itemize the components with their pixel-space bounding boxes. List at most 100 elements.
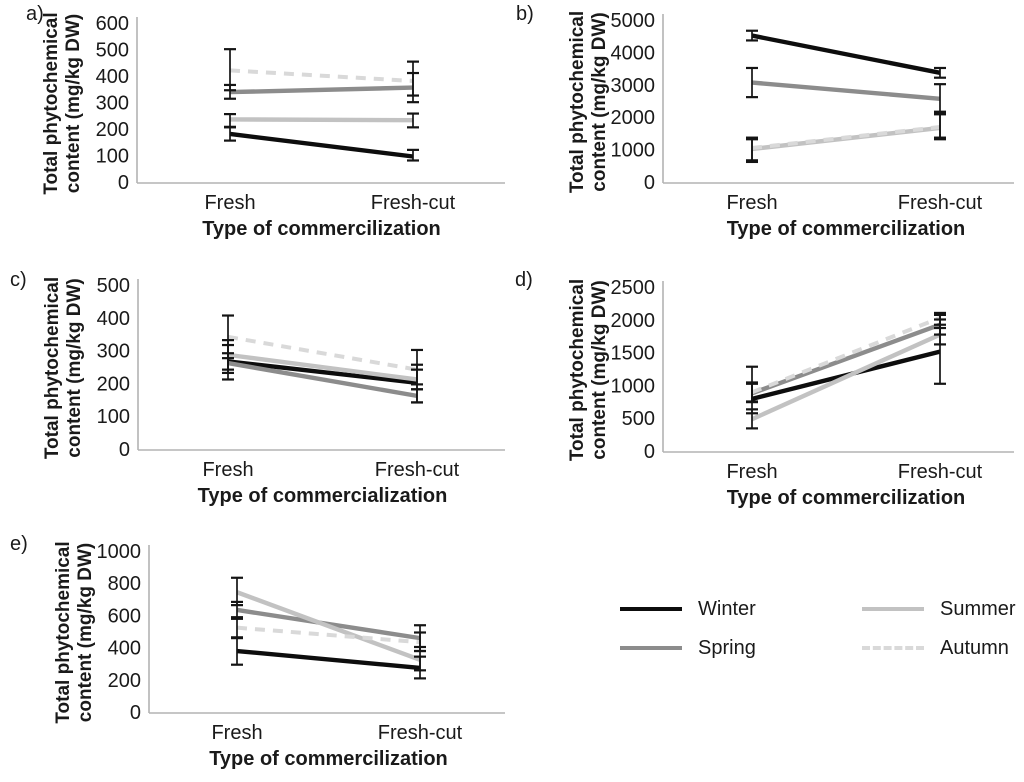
panel-a-plot: 0 100 200 300 400 500 600 Fresh Fresh-cut Type of… [41,12,505,240]
y-tick-label: 3000 [611,75,656,97]
error-bar-summer-fresh [746,408,758,430]
y-tick-label: 500 [622,408,655,430]
panel-e-letter: e) [10,533,28,555]
legend-item-spring: Spring [620,636,756,660]
error-bar-summer-fresh-cut [407,112,419,129]
error-bar-winter-fresh [746,29,758,42]
panel-e: e) 0 200 400 600 800 1000 Fresh Fresh-cut Type o… [0,520,512,782]
y-tick-label: 300 [96,93,129,115]
panel-a-letter: a) [26,3,44,25]
legend-swatch-spring [620,646,682,650]
x-category-label: Fresh-cut [898,461,983,483]
series-line-spring [751,80,941,101]
error-bar-autumn-fresh-cut [411,348,423,386]
y-axis-title-line: Total phytochemical [42,277,63,459]
series-line-spring [751,322,941,396]
x-axis-title: Type of commercialization [198,485,448,507]
y-tick-label: 2000 [611,107,656,129]
series-line-winter [236,648,421,671]
x-category-label: Fresh [726,461,777,483]
y-tick-label: 500 [97,275,130,297]
panel-a: a) 0 100 200 300 400 500 600 Fresh Fresh-cut Type… [0,0,512,258]
x-axis-title: Type of commercilization [727,487,966,509]
series-line-autumn [751,124,941,150]
x-category-label: Fresh-cut [898,192,983,214]
y-tick-label: 600 [108,605,141,627]
legend-label-winter: Winter [698,597,756,620]
y-axis-title-line: Total phytochemical [567,279,588,461]
series-line-winter [227,359,418,385]
series-line-summer [751,332,941,422]
x-category-label: Fresh [204,192,255,214]
legend-item-summer: Summer [862,597,1016,621]
y-tick-label: 200 [96,119,129,141]
series-line-summer [236,590,421,662]
x-axis-title: Type of commercilization [727,218,966,240]
error-bar-winter-fresh-cut [934,66,946,79]
y-tick-label: 1000 [611,375,656,397]
error-bar-summer-fresh [231,576,243,607]
error-bar-autumn-fresh-cut [934,311,946,330]
y-tick-label: 0 [118,172,129,194]
x-axis-title: Type of commercilization [202,218,441,240]
error-bar-autumn-fresh [746,365,758,404]
y-tick-label: 4000 [611,42,656,64]
x-axis-title: Type of commercilization [209,748,448,770]
y-axis-title-line: content (mg/kg DW) [64,278,85,457]
series-line-spring [229,85,414,95]
series-line-autumn [236,625,421,645]
legend-swatch-autumn [862,646,924,650]
error-bar-autumn-fresh-cut [407,60,419,97]
legend-item-winter: Winter [620,597,756,621]
legend-label-autumn: Autumn [940,636,1009,659]
y-tick-label: 100 [96,146,129,168]
y-axis-title-line: content (mg/kg DW) [589,12,610,191]
y-tick-label: 1000 [97,541,142,563]
y-axis-title-line: Total phytochemical [53,541,74,723]
series-line-autumn [751,315,941,395]
series-line-summer [227,352,418,382]
y-tick-label: 0 [644,172,655,194]
panel-b-letter: b) [516,3,534,25]
y-tick-label: 400 [108,638,141,660]
legend: Winter Spring Summer Autumn [512,520,1024,782]
y-axis-title-line: content (mg/kg DW) [75,543,96,722]
error-bar-autumn-fresh [224,48,236,92]
legend-label-summer: Summer [940,597,1016,620]
y-tick-label: 5000 [611,10,656,32]
y-tick-label: 2500 [611,277,656,299]
legend-label-spring: Spring [698,636,756,659]
x-category-label: Fresh [726,192,777,214]
error-bar-autumn-fresh [231,616,243,639]
y-tick-label: 2000 [611,310,656,332]
panel-c-plot: 0 100 200 300 400 500 Fresh Fresh-cut Type of co… [42,275,505,507]
y-tick-label: 200 [97,373,130,395]
y-axis-title-line: Total phytochemical [41,12,62,194]
x-category-label: Fresh-cut [378,722,463,744]
y-tick-label: 200 [108,670,141,692]
x-category-label: Fresh [211,722,262,744]
y-tick-label: 600 [96,13,129,35]
panel-b: b) 0 1000 2000 3000 4000 5000 Fresh Fresh-cut Ty… [512,0,1024,258]
panel-b-plot: 0 1000 2000 3000 4000 5000 Fresh Fresh-cut Type … [567,10,1014,240]
series-line-autumn [229,68,414,83]
panel-c: c) 0 100 200 300 400 500 Fresh Fresh-cut Type of… [0,258,512,520]
series-line-autumn [227,334,418,372]
y-tick-label: 0 [130,702,141,724]
error-bar-summer-fresh [224,112,236,128]
y-tick-label: 100 [97,406,130,428]
error-bar-autumn-fresh-cut [934,113,946,139]
x-category-label: Fresh [202,459,253,481]
panel-e-plot: 0 200 400 600 800 1000 Fresh Fresh-cut Type of c… [53,541,505,770]
x-category-label: Fresh-cut [371,192,456,214]
error-bar-winter-fresh-cut [407,148,419,162]
error-bar-spring-fresh [746,66,758,99]
y-tick-label: 400 [97,308,130,330]
panel-d: d) 0 500 1000 1500 2000 2500 Fresh Fresh-cut Typ… [512,258,1024,520]
y-tick-label: 1500 [611,343,656,365]
y-axis-title-line: content (mg/kg DW) [63,14,84,193]
y-axis-title-line: Total phytochemical [567,11,588,193]
y-tick-label: 500 [96,40,129,62]
error-bar-autumn-fresh [746,136,758,162]
